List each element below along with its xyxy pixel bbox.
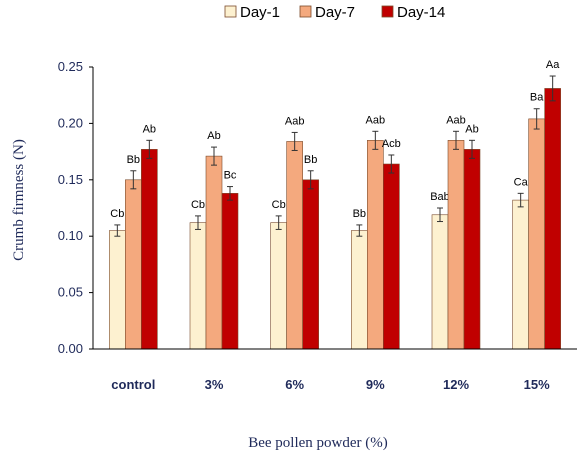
bar	[270, 222, 287, 350]
bar	[367, 140, 384, 350]
legend-swatch	[381, 5, 394, 18]
data-label: Ba	[530, 92, 544, 104]
y-tick-label: 0.15	[58, 172, 83, 187]
x-tick-label: 6%	[285, 377, 304, 392]
y-axis-title: Crumb firmness (N)	[11, 139, 27, 261]
bar	[544, 88, 561, 350]
x-axis-title: Bee pollen powder (%)	[248, 435, 388, 451]
legend-label: Day-1	[240, 4, 280, 21]
data-label: Bc	[224, 170, 237, 182]
data-label: Cb	[191, 199, 205, 211]
bar	[431, 214, 449, 350]
x-tick-label: 9%	[366, 377, 385, 392]
legend-swatch	[224, 5, 237, 18]
x-tick-label: control	[111, 377, 155, 392]
legend-label: Day-14	[397, 4, 445, 21]
bar	[189, 222, 207, 350]
legend: Day-1 Day-7 Day-14	[224, 4, 445, 21]
data-label: Ab	[465, 123, 478, 135]
data-label: Bb	[304, 154, 317, 166]
y-tick-label: 0.10	[58, 228, 83, 243]
bar	[125, 179, 142, 350]
data-label: Aab	[285, 115, 305, 127]
y-tick-label: 0.25	[58, 59, 83, 74]
y-tick-label: 0.00	[58, 341, 83, 356]
bar	[286, 141, 303, 350]
data-label: Bb	[127, 154, 140, 166]
data-label: Cb	[110, 208, 124, 220]
data-label: Acb	[382, 138, 401, 150]
data-label: Aab	[446, 114, 466, 126]
bar	[383, 163, 400, 350]
series-day-1: Cb Cb Cb Bb Bab Ca	[109, 176, 529, 350]
bar	[351, 230, 368, 350]
data-label: Ab	[143, 123, 156, 135]
bar	[528, 118, 545, 350]
bar	[302, 179, 319, 350]
bar	[512, 199, 529, 350]
data-label: Bab	[430, 191, 450, 203]
bar	[109, 230, 126, 350]
data-label: Cb	[272, 199, 286, 211]
x-tick-label: 15%	[524, 377, 550, 392]
data-label: Aab	[366, 114, 386, 126]
legend-label: Day-7	[315, 4, 355, 21]
x-tick-label: 3%	[205, 377, 224, 392]
y-tick-label: 0.20	[58, 115, 83, 130]
data-label: Ab	[207, 130, 220, 142]
bar	[221, 193, 239, 350]
bar	[447, 140, 465, 350]
axes: 0.00 0.05 0.10 0.15 0.20 0.25 control 3% 6% 9% 12%…	[58, 59, 577, 392]
data-label: Aa	[546, 59, 560, 71]
data-label: Ca	[514, 176, 529, 188]
y-tick-label: 0.05	[58, 285, 83, 300]
legend-swatch	[299, 5, 312, 18]
bar	[141, 149, 158, 350]
data-label: Bb	[353, 208, 366, 220]
bar	[463, 149, 481, 350]
bar	[205, 155, 223, 350]
x-tick-label: 12%	[443, 377, 469, 392]
